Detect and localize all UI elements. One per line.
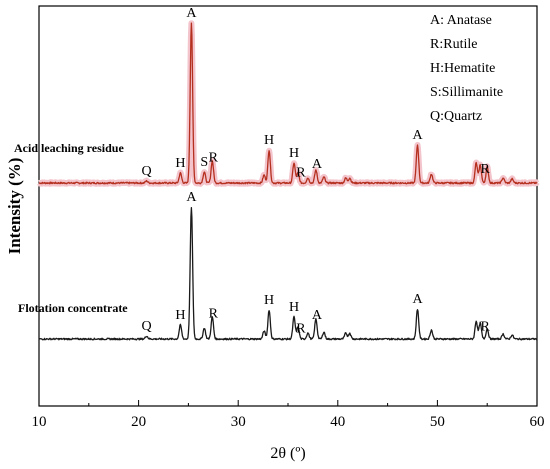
legend-entry: R:Rutile (430, 37, 477, 52)
x-tick-label: 30 (231, 414, 246, 430)
peak-label: A (186, 6, 197, 21)
peak-label: R (296, 166, 306, 181)
x-tick-label: 40 (330, 414, 345, 430)
peak-label: H (264, 293, 274, 308)
peak-label: A (312, 157, 323, 172)
peak-label: H (175, 308, 185, 323)
peak-label: R (296, 322, 306, 337)
x-axis-title: 2θ (º) (270, 445, 305, 462)
y-axis-title: Intensity (%) (5, 158, 24, 255)
peak-label: R (481, 162, 491, 177)
peak-label: S (200, 155, 208, 170)
series-layer (36, 20, 540, 341)
legend: A: Anatase R:Rutile H:Hematite S:Sillima… (430, 13, 503, 124)
x-tick-label: 20 (131, 414, 146, 430)
peak-label: H (175, 156, 185, 171)
peak-label: H (264, 133, 274, 148)
x-tick-label: 50 (430, 414, 445, 430)
peak-label: R (481, 320, 491, 335)
x-tick-label: 10 (32, 414, 47, 430)
peak-label: A (312, 308, 323, 323)
x-axis: 10 20 30 40 50 60 (32, 400, 545, 430)
peak-label: Q (142, 164, 152, 179)
peak-label: H (289, 146, 299, 161)
peak-label: A (186, 190, 197, 205)
peak-label: A (412, 292, 423, 307)
legend-entry: Q:Quartz (430, 109, 482, 124)
series-line (38, 206, 538, 341)
series-label-acid-leaching-residue: Acid leaching residue (14, 141, 124, 155)
peak-label: Q (142, 319, 152, 334)
legend-entry: H:Hematite (430, 61, 495, 76)
peak-label: H (289, 300, 299, 315)
peak-label: R (209, 307, 219, 322)
x-tick-label: 60 (530, 414, 545, 430)
peak-label: R (209, 151, 219, 166)
legend-entry: A: Anatase (430, 13, 492, 28)
series-label-flotation-concentrate: Flotation concentrate (18, 301, 128, 315)
peak-label: A (412, 128, 423, 143)
legend-entry: S:Sillimanite (430, 85, 503, 100)
series-line (38, 22, 538, 185)
